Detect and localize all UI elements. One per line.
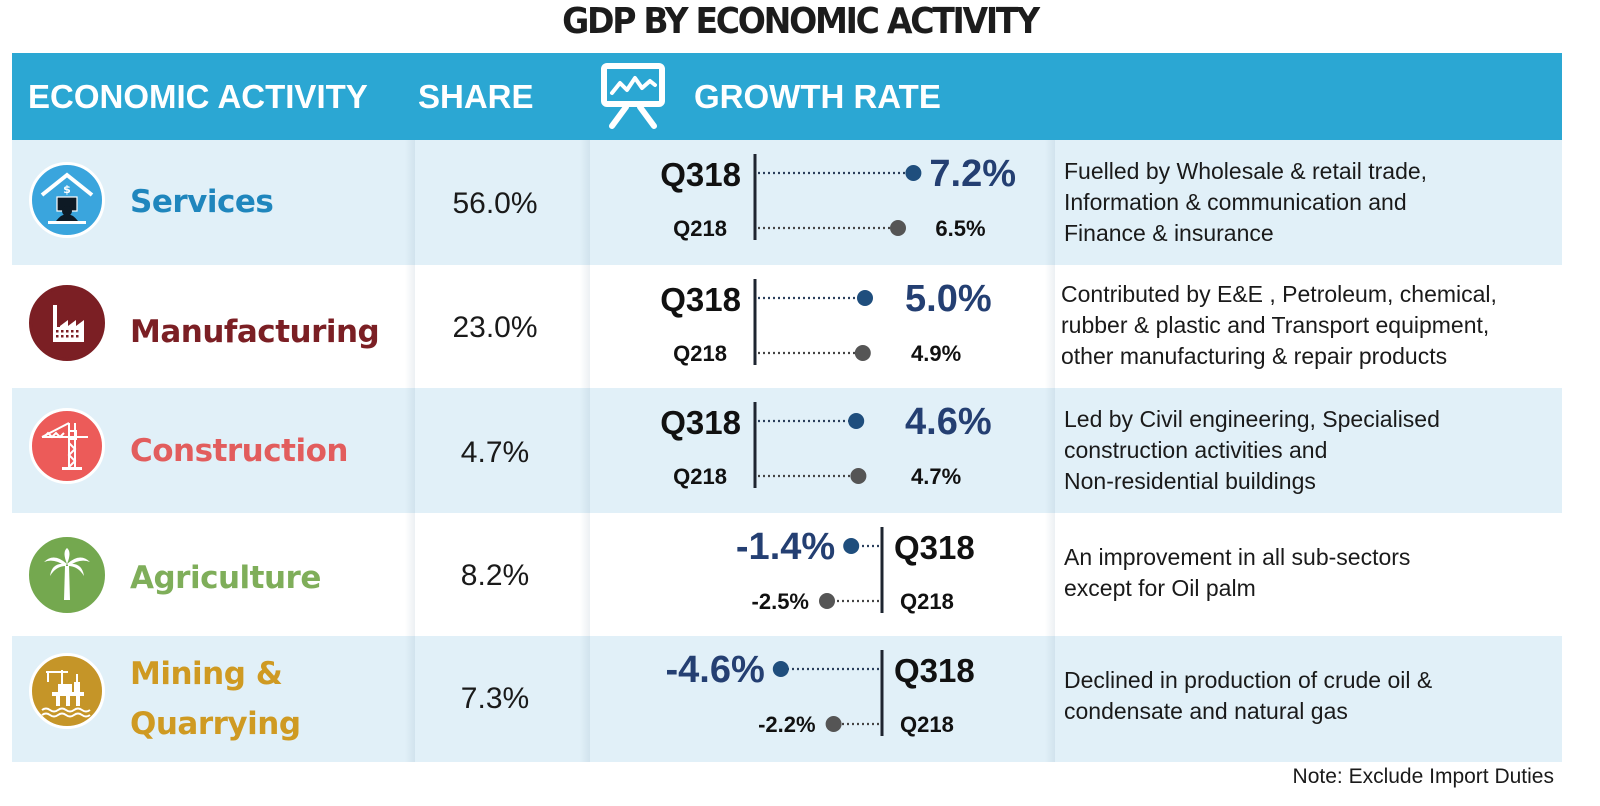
q218-label: Q218 [673,341,727,366]
activity-name-line: Mining & [130,656,283,692]
growth-chart: Q318 Q218 4.6% 4.7% [660,401,992,489]
q218-label: Q218 [673,464,727,489]
q318-label: Q318 [894,529,975,566]
share-value: 4.7% [460,436,530,469]
q318-point [857,290,873,306]
header-growth-rate: GROWTH RATE [694,78,941,115]
chart-presentation-icon [601,63,665,129]
description: Contributed by E&E , Petroleum, chemical… [1061,279,1497,372]
activity-name-line: Quarrying [130,706,301,742]
q218-value: 6.5% [935,216,985,241]
q318-point [843,538,860,554]
activity-name: Manufacturing [130,314,380,350]
share-value: 7.3% [460,682,530,715]
description: Led by Civil engineering, Specialised co… [1064,404,1440,497]
q318-value: 7.2% [929,153,1016,195]
q318-point [848,413,865,429]
share-value: 8.2% [460,559,530,592]
table-row-manufacturing: Manufacturing 23.0% Q318 Q218 5.0% 4.9% Con… [12,265,1562,388]
svg-text:$: $ [63,183,71,196]
description: An improvement in all sub-sectors except… [1064,542,1410,604]
description-line: Contributed by E&E , Petroleum, chemical… [1061,281,1497,307]
description-line: construction activities and [1064,437,1328,463]
activity-name: Construction [130,433,348,469]
q318-label: Q318 [894,652,975,689]
q318-point [772,661,789,677]
description-line: Led by Civil engineering, Specialised [1064,406,1440,432]
table-row-construction: Construction 4.7% Q318 Q218 4.6% 4.7% Led b… [12,388,1562,513]
q218-value: -2.5% [752,589,809,614]
description-line: Declined in production of crude oil & [1064,667,1433,693]
q218-point [890,220,906,236]
description-line: except for Oil palm [1064,575,1256,601]
q218-label: Q218 [900,712,954,737]
q218-point [850,468,867,484]
description-line: rubber & plastic and Transport equipment… [1061,312,1490,338]
activity-name: Services [130,184,274,220]
page-title: GDP BY ECONOMIC ACTIVITY [562,1,1040,42]
growth-chart: Q318 Q218 7.2% 6.5% [660,153,1016,241]
q318-value: -4.6% [666,649,765,691]
description: Declined in production of crude oil & co… [1064,665,1432,727]
q218-value: 4.9% [911,341,961,366]
table-header: ECONOMIC ACTIVITY SHARE GROWTH RATE [12,53,1562,140]
header-share: SHARE [418,78,534,115]
oil-rig-icon [29,653,105,729]
description-line: other manufacturing & repair products [1061,343,1448,369]
share-value: 23.0% [452,311,538,344]
q318-value: -1.4% [736,526,835,568]
q218-point [819,593,835,609]
table-row-services: $ Services 56.0% Q318 Q218 7.2% 6.5% Fuelle… [12,140,1562,265]
crane-icon [29,408,105,484]
description-line: Non-residential buildings [1064,468,1316,494]
footnote: Note: Exclude Import Duties [1292,765,1554,788]
description-line: condensate and natural gas [1064,698,1348,724]
q318-value: 5.0% [905,278,992,320]
q318-label: Q318 [660,404,741,441]
q218-label: Q218 [673,216,727,241]
header-economic-activity: ECONOMIC ACTIVITY [28,78,368,115]
q318-value: 4.6% [905,401,992,443]
share-value: 56.0% [452,187,538,220]
q318-label: Q318 [660,281,741,318]
growth-chart: Q318 Q218 5.0% 4.9% [660,278,992,366]
palm-tree-icon [29,537,105,613]
q218-value: -2.2% [758,712,815,737]
q218-label: Q218 [900,589,954,614]
q218-point [825,716,842,732]
description: Fuelled by Wholesale & retail trade, Inf… [1064,156,1427,249]
description-line: Information & communication and [1064,189,1407,215]
q318-label: Q318 [660,156,741,193]
table-row-mining-quarrying: Mining & Quarrying 7.3% Q318 Q218 -4.6% -2.… [12,636,1562,762]
growth-chart: Q318 Q218 -4.6% -2.2% [666,649,975,737]
q318-point [905,165,922,181]
table-row-agriculture: Agriculture 8.2% Q318 Q218 -1.4% -2.5% An i… [12,513,1562,636]
q218-value: 4.7% [911,464,961,489]
services-icon: $ [29,162,105,238]
description-line: Fuelled by Wholesale & retail trade, [1064,158,1428,184]
growth-chart: Q318 Q218 -1.4% -2.5% [736,526,975,614]
q218-point [854,345,871,361]
factory-icon [29,285,105,361]
description-line: An improvement in all sub-sectors [1064,544,1411,570]
activity-name: Mining & Quarrying [130,649,301,749]
activity-name: Agriculture [130,560,321,596]
description-line: Finance & insurance [1064,220,1274,246]
